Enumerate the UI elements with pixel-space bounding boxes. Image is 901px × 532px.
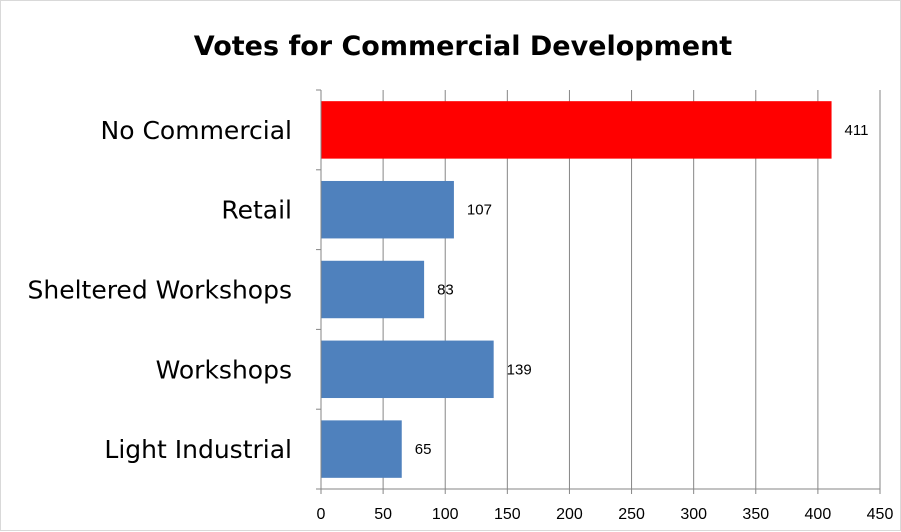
x-tick-label: 450 (867, 506, 894, 523)
data-label: 107 (467, 202, 492, 219)
category-label: Workshops (156, 355, 292, 384)
x-tick-label: 0 (317, 506, 326, 523)
axes (316, 89, 881, 494)
category-label: Sheltered Workshops (27, 276, 292, 305)
data-label: 411 (845, 122, 869, 139)
x-tick-label: 150 (494, 506, 521, 523)
category-label: No Commercial (101, 116, 292, 145)
chart-title: Votes for Commercial Development (194, 31, 732, 62)
bar (321, 101, 832, 159)
bar (321, 260, 425, 319)
labels: 411 No Commercial 107 Retail 83 Sheltered Wor… (27, 116, 893, 523)
bar (321, 340, 494, 399)
data-label: 139 (507, 361, 532, 378)
bar (321, 180, 454, 239)
data-label: 83 (437, 282, 454, 299)
category-label: Retail (221, 196, 292, 225)
x-tick-label: 100 (432, 506, 459, 523)
x-tick-label: 50 (374, 506, 392, 523)
x-tick-label: 400 (805, 506, 832, 523)
x-tick-label: 350 (742, 506, 769, 523)
x-tick-label: 300 (680, 506, 707, 523)
x-tick-label: 200 (556, 506, 583, 523)
bars (321, 101, 832, 478)
data-label: 65 (415, 441, 432, 458)
x-tick-label: 250 (618, 506, 645, 523)
category-label: Light Industrial (104, 435, 292, 464)
bar (321, 420, 402, 478)
